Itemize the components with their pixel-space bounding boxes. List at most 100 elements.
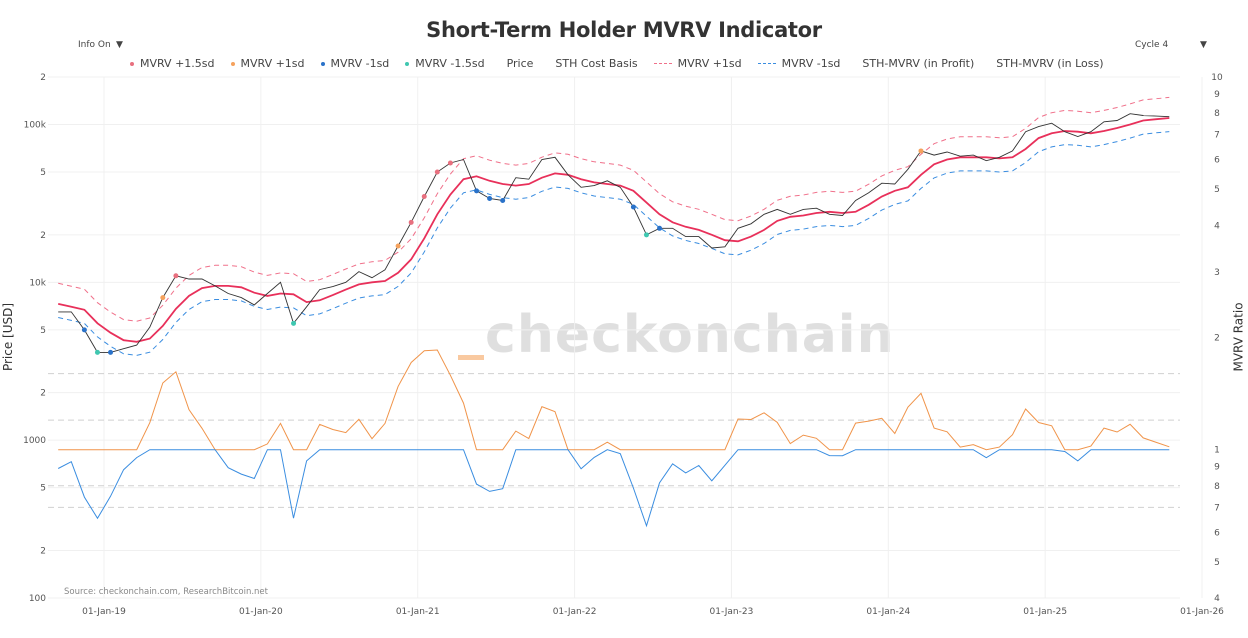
y-right-tick-label: 4 [1214,594,1220,604]
mvrv-plus-1sd-marker [395,243,401,249]
y-left-tick-label: 100k [24,121,47,131]
mvrv-minus-1sd-band [58,131,1170,356]
mvrv-minus-1sd-marker [108,349,114,355]
y-right-tick-label: 2 [1214,334,1220,344]
legend-label: Price [506,57,534,70]
legend-item[interactable]: Price [501,57,534,70]
y-right-tick-label: 8 [1214,109,1220,119]
legend-swatch-icon [653,63,672,64]
legend-label: MVRV +1sd [240,57,305,70]
legend-label: MVRV -1.5sd [415,57,485,70]
legend-item[interactable]: MVRV +1.5sd [130,57,215,70]
y-right-tick-label: 5 [1214,185,1220,195]
sth-cost-basis-line [58,117,1170,343]
y-right-tick-label: 3 [1214,268,1220,278]
legend-label: STH Cost Basis [555,57,638,70]
y-left-tick-label: 2 [40,389,46,399]
y-left-tick-label: 5 [40,168,46,178]
y-right-tick-label: 5 [1214,558,1220,568]
mvrv-minus-1sd-marker [657,225,663,231]
sth-mvrv-loss-line [57,449,1170,528]
y-right-tick-label: 9 [1214,90,1220,100]
legend-swatch-icon [757,63,776,64]
x-tick-label: 01-Jan-21 [396,607,440,617]
y-right-tick-label: 1 [1214,446,1220,456]
info-toggle-label: Info On [78,40,111,50]
legend-swatch-icon [405,61,410,66]
y-right-tick-label: 8 [1214,482,1220,492]
x-tick-label: 01-Jan-23 [710,607,754,617]
y-left-tick-label: 5 [40,326,46,336]
mvrv-plus-1-5sd-marker [173,273,179,279]
legend-label: MVRV -1sd [781,57,841,70]
x-tick-label: 01-Jan-25 [1023,607,1067,617]
mvrv-minus-1sd-marker [630,204,636,210]
watermark-bar [458,355,484,360]
y-left-tick-label: 1000 [23,436,46,446]
y-right-tick-label: 6 [1214,528,1220,538]
legend-label: STH-MVRV (in Profit) [862,57,975,70]
watermark: checkonchain [485,305,895,365]
source-note: Source: checkonchain.com, ResearchBitcoi… [64,587,268,597]
y-left-axis-label: Price [USD] [1,302,16,372]
cycle-select-label: Cycle 4 [1135,40,1169,50]
mvrv-minus-1sd-marker [81,327,87,333]
info-toggle-dropdown[interactable]: Info On ▼ [78,37,128,53]
mvrv-minus-1-5sd-marker [291,320,297,326]
legend-item[interactable]: STH Cost Basis [549,57,637,70]
legend-item[interactable]: MVRV +1sd [230,57,305,70]
mvrv-minus-1sd-marker [474,188,480,194]
mvrv-plus-1-5sd-marker [447,160,453,166]
mvrv-minus-1-5sd-marker [94,349,100,355]
y-right-tick-label: 9 [1214,463,1220,473]
chevron-down-icon: ▼ [1200,40,1207,50]
mvrv-minus-1-5sd-marker [643,232,649,238]
y-right-tick-label: 10 [1211,73,1223,83]
y-left-tick-label: 10k [29,278,46,288]
legend-item[interactable]: MVRV -1sd [757,57,841,70]
price-line [58,113,1170,353]
y-right-tick-label: 6 [1214,156,1220,166]
x-tick-label: 01-Jan-20 [239,607,283,617]
y-left-tick-label: 100 [29,594,46,604]
sth-mvrv-profit-line [58,349,1170,451]
y-left-tick-label: 5 [40,484,46,494]
y-right-tick-label: 4 [1214,221,1220,231]
mvrv-minus-1sd-marker [487,195,493,201]
legend-item[interactable]: STH-MVRV (in Loss) [990,57,1103,70]
legend-item[interactable]: MVRV +1sd [653,57,742,70]
x-tick-label: 01-Jan-22 [553,607,597,617]
mvrv-plus-1sd-marker [160,295,166,301]
chart-title: Short-Term Holder MVRV Indicator [426,18,822,42]
mvrv-plus-1sd-marker [918,148,924,154]
legend-label: MVRV -1sd [330,57,390,70]
y-left-tick-label: 2 [40,231,46,241]
mvrv-plus-1-5sd-marker [434,169,440,175]
y-left-tick-label: 2 [40,546,46,556]
mvrv-plus-1sd-band [58,96,1170,322]
legend-item[interactable]: STH-MVRV (in Profit) [856,57,974,70]
legend-swatch-icon [130,61,134,66]
mvrv-plus-1-5sd-marker [408,219,414,225]
legend-swatch-icon [230,61,235,66]
legend-label: MVRV +1.5sd [140,57,215,70]
chevron-down-icon: ▼ [116,40,123,50]
legend-label: MVRV +1sd [677,57,742,70]
legend-item[interactable]: MVRV -1.5sd [405,57,485,70]
y-right-axis-label: MVRV Ratio [1231,302,1246,372]
x-tick-label: 01-Jan-24 [866,607,910,617]
mvrv-minus-1sd-marker [500,198,506,204]
y-right-tick-label: 7 [1214,503,1220,513]
y-right-tick-label: 7 [1214,131,1220,141]
legend-item[interactable]: MVRV -1sd [320,57,390,70]
cycle-select-dropdown[interactable]: Cycle 4 ▼ [1135,37,1215,53]
mvrv-plus-1-5sd-marker [421,193,427,199]
y-left-tick-label: 2 [40,73,46,83]
legend: MVRV +1.5sd MVRV +1sd MVRV -1sd MVRV -1.5sd… [130,57,1120,70]
x-tick-label: 01-Jan-19 [82,607,126,617]
legend-swatch-icon [320,61,325,66]
legend-label: STH-MVRV (in Loss) [996,57,1104,70]
x-tick-label: 01-Jan-26 [1180,607,1224,617]
